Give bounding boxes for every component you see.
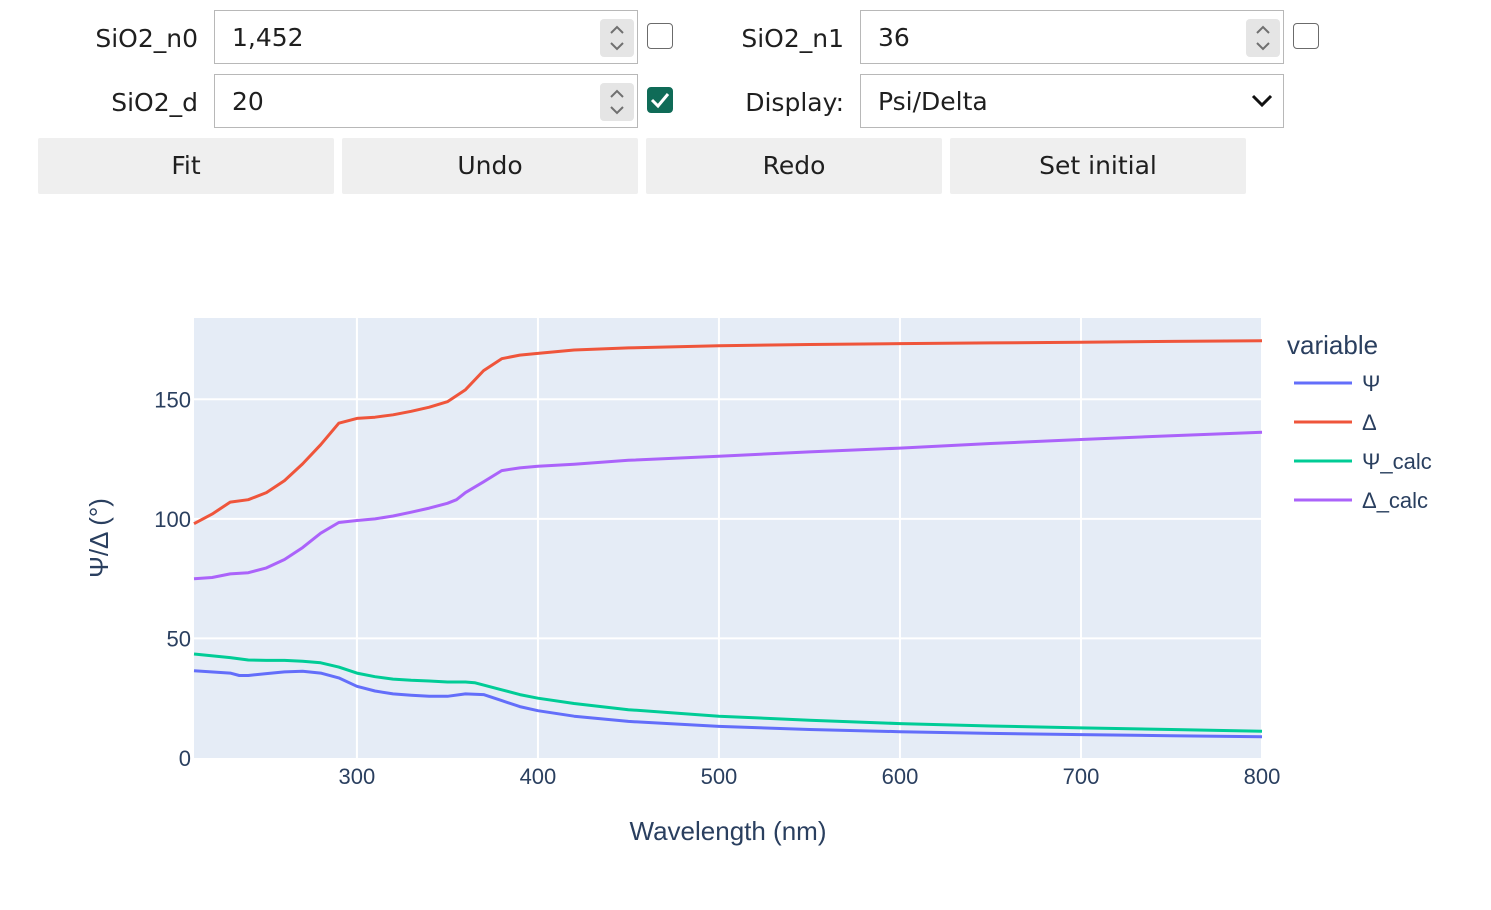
series-lines [193, 339, 1263, 739]
series-line [193, 669, 1263, 739]
x-tick-label: 300 [339, 764, 376, 789]
series-line [193, 339, 1263, 526]
legend-item-label[interactable]: Ψ_calc [1362, 449, 1432, 474]
sio2-d-fit-checkbox[interactable] [647, 87, 673, 113]
sio2-d-input[interactable]: 20 [214, 74, 638, 128]
axis-ticks: 300 400 500 600 700 800 0 50 100 150 [154, 387, 1280, 789]
x-tick-label: 500 [701, 764, 738, 789]
legend-item-label[interactable]: Ψ [1362, 371, 1380, 396]
sio2-n1-spinner[interactable] [1246, 19, 1280, 57]
sio2-d-label: SiO2_d [111, 88, 198, 117]
legend-title: variable [1287, 330, 1378, 360]
legend-item-label[interactable]: Δ [1362, 410, 1377, 435]
series-line [193, 652, 1263, 733]
sio2-n0-input[interactable]: 1,452 [214, 10, 638, 64]
series-line [193, 430, 1263, 581]
y-axis-label: Ψ/Δ (°) [84, 498, 114, 578]
sio2-n0-spinner[interactable] [600, 19, 634, 57]
sio2-d-value: 20 [232, 87, 264, 116]
redo-button[interactable]: Redo [646, 138, 942, 194]
sio2-n0-fit-checkbox[interactable] [647, 23, 673, 49]
y-tick-label: 50 [167, 626, 191, 651]
display-select[interactable]: Psi/Delta [860, 74, 1284, 128]
checkmark-icon [650, 93, 670, 109]
sio2-n1-value: 36 [878, 23, 910, 52]
legend-item-label[interactable]: Δ_calc [1362, 488, 1428, 513]
chevron-down-icon [1251, 94, 1273, 108]
set-initial-button[interactable]: Set initial [950, 138, 1246, 194]
x-tick-label: 400 [520, 764, 557, 789]
x-tick-label: 800 [1244, 764, 1281, 789]
x-tick-label: 700 [1063, 764, 1100, 789]
spinner-arrows-icon [610, 25, 624, 51]
sio2-n1-fit-checkbox[interactable] [1293, 23, 1319, 49]
undo-button[interactable]: Undo [342, 138, 638, 194]
x-axis-label: Wavelength (nm) [630, 816, 827, 846]
sio2-n1-label: SiO2_n1 [741, 24, 844, 53]
fit-button[interactable]: Fit [38, 138, 334, 194]
y-tick-label: 150 [154, 387, 191, 412]
sio2-n1-input[interactable]: 36 [860, 10, 1284, 64]
y-tick-label: 100 [154, 507, 191, 532]
legend[interactable]: ΨΔ Ψ_calc Δ_calc [1294, 371, 1432, 513]
display-label: Display: [745, 88, 844, 117]
plot-area [194, 318, 1262, 758]
spinner-arrows-icon [610, 89, 624, 115]
spinner-arrows-icon [1256, 25, 1270, 51]
x-tick-label: 600 [882, 764, 919, 789]
display-value: Psi/Delta [878, 87, 988, 116]
sio2-d-spinner[interactable] [600, 83, 634, 121]
y-tick-label: 0 [179, 746, 191, 771]
sio2-n0-label: SiO2_n0 [95, 24, 198, 53]
sio2-n0-value: 1,452 [232, 23, 304, 52]
